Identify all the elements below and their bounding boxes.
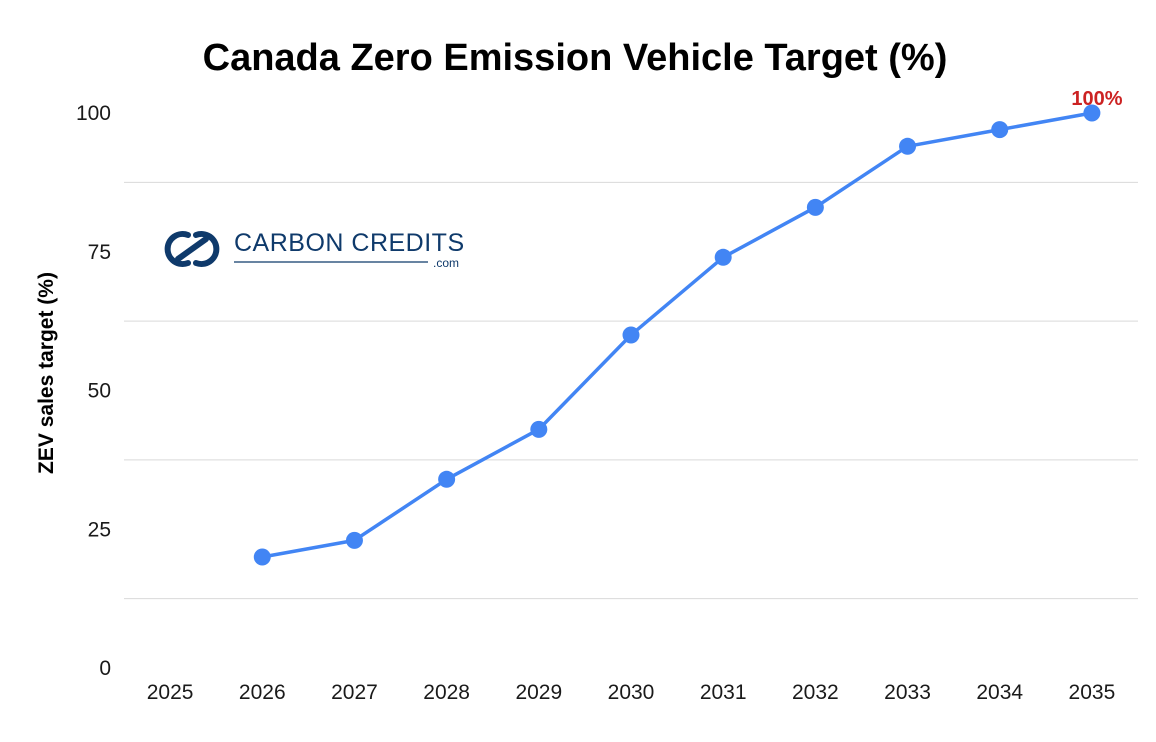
data-point [806,198,824,216]
annotations: 100% [1071,88,1122,110]
x-tick-label: 2031 [700,681,747,704]
y-axis-label: ZEV sales target (%) [35,272,58,474]
data-point [253,548,271,566]
x-tick-label: 2029 [515,681,562,704]
chart-title: Canada Zero Emission Vehicle Target (%) [203,37,948,79]
x-tick-label: 2027 [331,681,378,704]
carbon-credits-logo: CARBON CREDITS .com [164,229,465,270]
y-tick-label: 50 [88,380,111,403]
x-tick-labels: 2025 2026 2027 2028 2029 2030 2031 2032 2033 2034… [147,681,1116,704]
data-point [1083,104,1101,122]
x-tick-label: 2028 [423,681,470,704]
data-point [438,470,456,488]
logo-suffix: .com [433,256,459,270]
interlinked-rings-icon [164,231,220,267]
y-tick-label: 100 [76,102,111,125]
data-point [991,121,1009,139]
data-point [622,326,640,344]
gridlines [124,181,1138,600]
data-label: 100% [1071,88,1122,110]
y-tick-labels: 0 25 50 75 100 [76,102,111,680]
series-line [261,111,1093,559]
x-tick-label: 2033 [884,681,931,704]
series-layer [253,104,1101,566]
data-point [714,248,732,266]
x-tick-label: 2030 [608,681,655,704]
x-tick-label: 2032 [792,681,839,704]
data-point [899,137,917,155]
x-tick-label: 2026 [239,681,286,704]
logo-name: CARBON CREDITS [234,229,465,257]
data-point [345,531,363,549]
x-tick-label: 2025 [147,681,194,704]
y-tick-label: 75 [88,241,111,264]
y-tick-label: 25 [88,518,111,541]
data-point [530,420,548,438]
x-tick-label: 2035 [1069,681,1116,704]
x-tick-label: 2034 [976,681,1023,704]
y-tick-label: 0 [99,657,111,680]
